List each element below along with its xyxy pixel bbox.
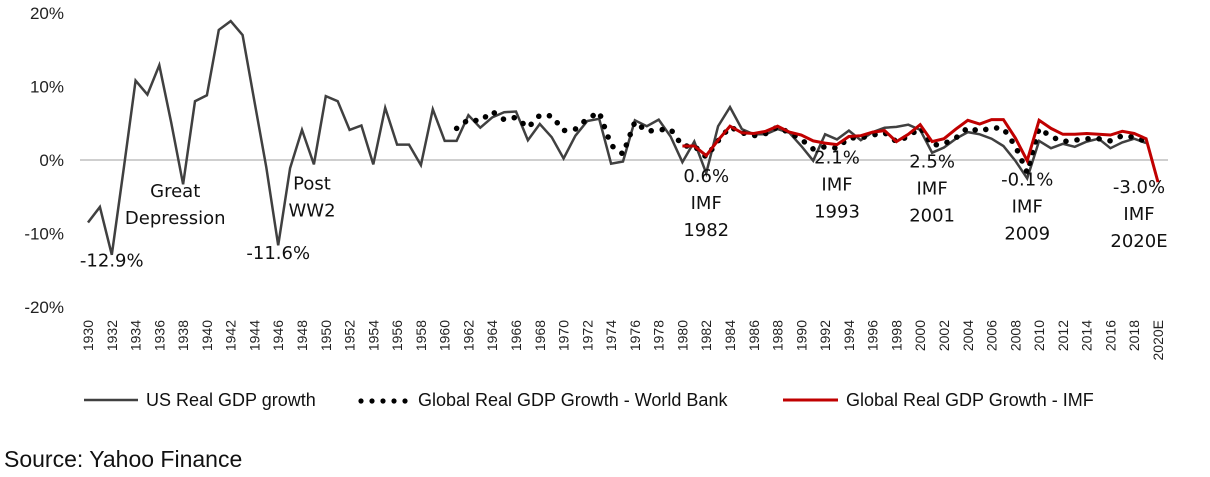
source-note: Source: Yahoo Finance: [4, 446, 243, 472]
x-tick-label: 1950: [318, 320, 334, 351]
x-tick-label: 1948: [294, 320, 310, 351]
x-tick-label: 2012: [1055, 320, 1071, 351]
legend-label-imf: Global Real GDP Growth - IMF: [846, 390, 1094, 410]
annotation-label: 2.5% IMF 2001: [909, 151, 955, 226]
annotation-label: 2.1% IMF 1993: [814, 148, 860, 223]
legend-item-imf[interactable]: Global Real GDP Growth - IMF: [783, 390, 1094, 410]
x-tick-label: 1938: [175, 320, 191, 351]
gdp-growth-chart: 20% 10% 0% -10% -20% 1930 1932 1934 1936 1938 194…: [24, 4, 1168, 410]
y-tick-label: 10%: [30, 78, 64, 97]
y-tick-label: 20%: [30, 4, 64, 23]
legend-item-us[interactable]: US Real GDP growth: [84, 390, 316, 410]
x-tick-label: 1954: [365, 320, 381, 351]
legend: US Real GDP growth Global Real GDP Growt…: [84, 390, 1094, 410]
x-tick-label: 2018: [1126, 320, 1142, 351]
x-tick-label: 1968: [532, 320, 548, 351]
x-tick-label: 2000: [912, 320, 928, 351]
x-tick-label: 2020E: [1150, 320, 1166, 360]
series-us-real-gdp: [87, 19, 1147, 256]
y-tick-label: -20%: [24, 298, 64, 317]
x-axis: 1930 1932 1934 1936 1938 1940 1942 1944 1946 1948…: [80, 320, 1166, 361]
annotations: Great Depression -12.9% Post WW2 -11.6% 0.6% IM…: [80, 148, 1168, 272]
legend-label-worldbank: Global Real GDP Growth - World Bank: [418, 390, 728, 410]
x-tick-label: 1936: [151, 320, 167, 351]
x-tick-label: 2016: [1102, 320, 1118, 351]
annotation-label: 0.6% IMF 1982: [683, 166, 729, 241]
x-tick-label: 1960: [437, 320, 453, 351]
y-axis: 20% 10% 0% -10% -20%: [24, 4, 64, 317]
series-layer: [87, 19, 1160, 256]
annotation-label: Post WW2: [288, 173, 335, 221]
annotation-label: Great Depression: [125, 181, 226, 229]
x-tick-label: 1970: [556, 320, 572, 351]
x-tick-label: 1992: [817, 320, 833, 351]
x-tick-label: 1974: [603, 320, 619, 351]
x-tick-label: 2002: [936, 320, 952, 351]
legend-item-worldbank[interactable]: Global Real GDP Growth - World Bank: [358, 390, 728, 410]
x-tick-label: 1976: [627, 320, 643, 351]
x-tick-label: 1978: [651, 320, 667, 351]
annotation-label: -11.6%: [246, 243, 310, 264]
x-tick-label: 1964: [484, 320, 500, 351]
x-tick-label: 1984: [722, 320, 738, 351]
x-tick-label: 1944: [246, 320, 262, 351]
x-tick-label: 1930: [80, 320, 96, 351]
x-tick-label: 1932: [104, 320, 120, 351]
x-tick-label: 1942: [223, 320, 239, 351]
x-tick-label: 1990: [793, 320, 809, 351]
x-tick-label: 2008: [1007, 320, 1023, 351]
annotation-label: -3.0% IMF 2020E: [1110, 177, 1167, 252]
x-tick-label: 2006: [984, 320, 1000, 351]
series-global-imf-line: [682, 117, 1160, 183]
annotation-label: -0.1% IMF 2009: [1001, 170, 1053, 245]
x-tick-label: 1958: [413, 320, 429, 351]
x-tick-label: 2014: [1079, 320, 1095, 351]
x-tick-label: 1980: [674, 320, 690, 351]
x-tick-label: 1952: [342, 320, 358, 351]
y-tick-label: -10%: [24, 225, 64, 244]
x-tick-label: 2010: [1031, 320, 1047, 351]
x-tick-label: 1998: [888, 320, 904, 351]
y-tick-label: 0%: [39, 151, 64, 170]
x-tick-label: 2004: [960, 320, 976, 351]
series-us-real-gdp-line: [87, 19, 1147, 256]
annotation-label: -12.9%: [80, 251, 144, 272]
x-tick-label: 1966: [508, 320, 524, 351]
x-tick-label: 1962: [460, 320, 476, 351]
x-tick-label: 1946: [270, 320, 286, 351]
x-tick-label: 1996: [865, 320, 881, 351]
x-tick-label: 1972: [579, 320, 595, 351]
x-tick-label: 1934: [128, 320, 144, 351]
x-tick-label: 1956: [389, 320, 405, 351]
x-tick-label: 1988: [770, 320, 786, 351]
x-tick-label: 1940: [199, 320, 215, 351]
legend-swatch-worldbank: [358, 398, 408, 404]
x-tick-label: 1986: [746, 320, 762, 351]
x-tick-label: 1982: [698, 320, 714, 351]
series-global-imf: [682, 117, 1160, 183]
legend-label-us: US Real GDP growth: [146, 390, 316, 410]
x-tick-label: 1994: [841, 320, 857, 351]
